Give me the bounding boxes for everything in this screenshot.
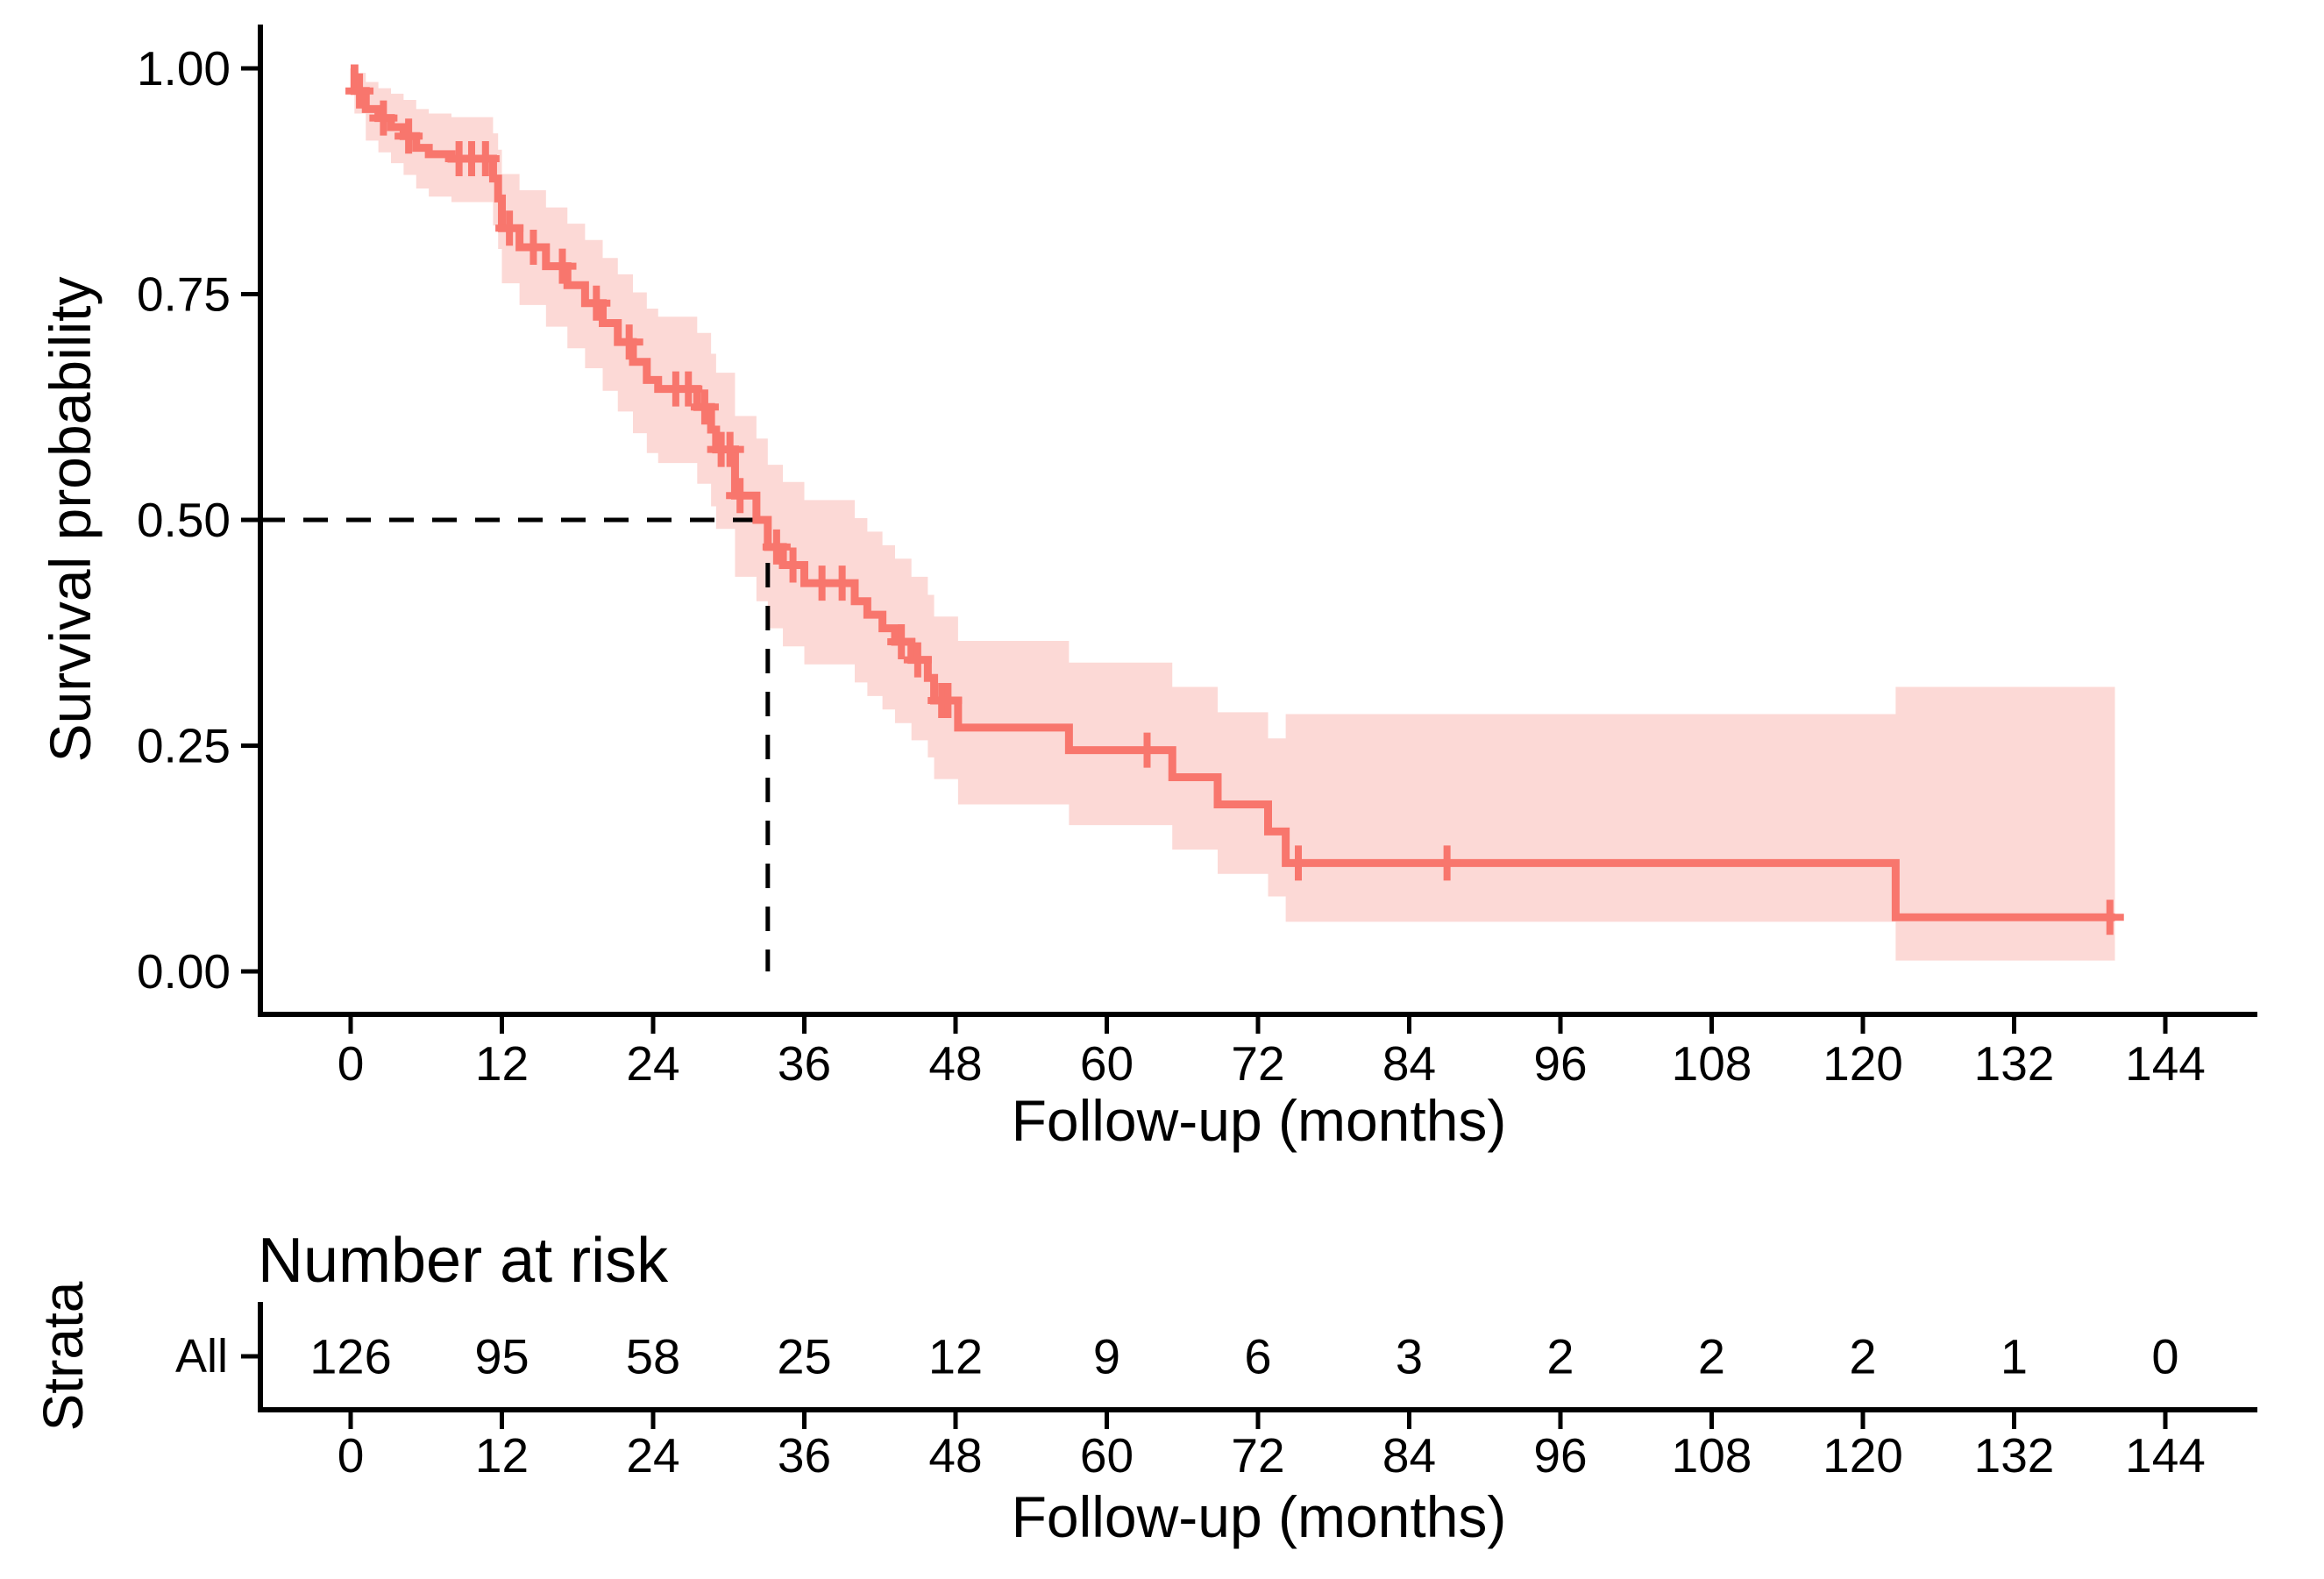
risk-x-tick-label: 120 — [1823, 1428, 1903, 1483]
risk-count: 0 — [2151, 1329, 2178, 1384]
risk-count: 2 — [1849, 1329, 1876, 1384]
censor-mark — [495, 210, 524, 246]
censor-mark — [726, 478, 755, 514]
risk-x-tick-label: 12 — [475, 1428, 529, 1483]
x-tick-label: 48 — [928, 1036, 982, 1091]
stratum-label: All — [175, 1330, 228, 1383]
risk-x-axis-title: Follow-up (months) — [1012, 1484, 1507, 1549]
risk-x-tick-label: 84 — [1382, 1428, 1436, 1483]
risk-count: 1 — [2001, 1329, 2028, 1384]
y-tick-label: 0.50 — [137, 493, 231, 547]
censor-mark — [519, 229, 548, 265]
risk-x-tick-label: 0 — [338, 1428, 365, 1483]
x-tick-label: 0 — [338, 1036, 365, 1091]
censor-mark — [2095, 900, 2124, 935]
confidence-ribbon — [351, 68, 2115, 961]
censor-mark — [715, 431, 744, 467]
censor-mark — [1432, 845, 1461, 881]
risk-count: 58 — [626, 1329, 680, 1384]
risk-x-tick-label: 48 — [928, 1428, 982, 1483]
censor-mark — [548, 248, 577, 284]
risk-x-tick-label: 144 — [2125, 1428, 2206, 1483]
censor-mark — [828, 565, 856, 601]
censor-mark — [1284, 845, 1312, 881]
risk-axis-lines — [258, 1302, 2257, 1412]
risk-count: 2 — [1698, 1329, 1725, 1384]
x-tick-label: 24 — [626, 1036, 679, 1091]
censor-mark — [934, 683, 963, 718]
censor-mark — [582, 285, 611, 321]
risk-x-tick-label: 108 — [1672, 1428, 1752, 1483]
censor-mark — [778, 547, 807, 583]
risk-count: 3 — [1396, 1329, 1423, 1384]
x-tick-label: 72 — [1231, 1036, 1284, 1091]
y-tick-label: 0.00 — [137, 944, 231, 999]
censor-mark — [394, 118, 423, 154]
censor-mark — [762, 529, 791, 565]
censor-mark — [615, 324, 643, 360]
censor-mark — [471, 141, 500, 176]
censor-mark — [674, 371, 703, 407]
risk-count: 9 — [1093, 1329, 1120, 1384]
x-tick-label: 108 — [1672, 1036, 1752, 1091]
y-tick-label: 0.25 — [137, 719, 231, 773]
x-tick-label: 120 — [1823, 1036, 1903, 1091]
x-tick-label: 60 — [1080, 1036, 1134, 1091]
y-tick-label: 1.00 — [137, 41, 231, 96]
y-tick-label: 0.75 — [137, 267, 231, 322]
risk-count: 126 — [309, 1329, 391, 1384]
risk-x-tick-label: 96 — [1533, 1428, 1587, 1483]
x-tick-label: 12 — [475, 1036, 529, 1091]
x-axis-title: Follow-up (months) — [1012, 1088, 1507, 1153]
risk-x-tick-label: 72 — [1231, 1428, 1284, 1483]
x-tick-label: 36 — [778, 1036, 831, 1091]
censor-mark — [887, 624, 916, 660]
x-tick-label: 96 — [1533, 1036, 1587, 1091]
axis-lines — [258, 25, 2257, 1017]
censor-mark — [1133, 732, 1162, 768]
strata-axis-label: Strata — [32, 1281, 95, 1431]
risk-count: 95 — [474, 1329, 529, 1384]
risk-x-tick-label: 24 — [626, 1428, 679, 1483]
risk-count: 2 — [1546, 1329, 1574, 1384]
risk-x-tick-label: 132 — [1974, 1428, 2055, 1483]
x-tick-label: 132 — [1974, 1036, 2055, 1091]
censor-mark — [903, 642, 932, 678]
censor-mark — [345, 73, 374, 109]
risk-count: 6 — [1244, 1329, 1271, 1384]
risk-count: 25 — [777, 1329, 831, 1384]
y-axis-title: Survival probability — [38, 277, 103, 763]
risk-x-tick-label: 36 — [778, 1428, 831, 1483]
x-tick-label: 84 — [1382, 1036, 1436, 1091]
censor-mark — [369, 100, 398, 136]
censor-mark — [690, 389, 719, 425]
x-tick-label: 144 — [2125, 1036, 2206, 1091]
risk-x-tick-label: 60 — [1080, 1428, 1134, 1483]
risk-count: 12 — [928, 1329, 983, 1384]
risk-table-header: Number at risk — [258, 1226, 669, 1296]
